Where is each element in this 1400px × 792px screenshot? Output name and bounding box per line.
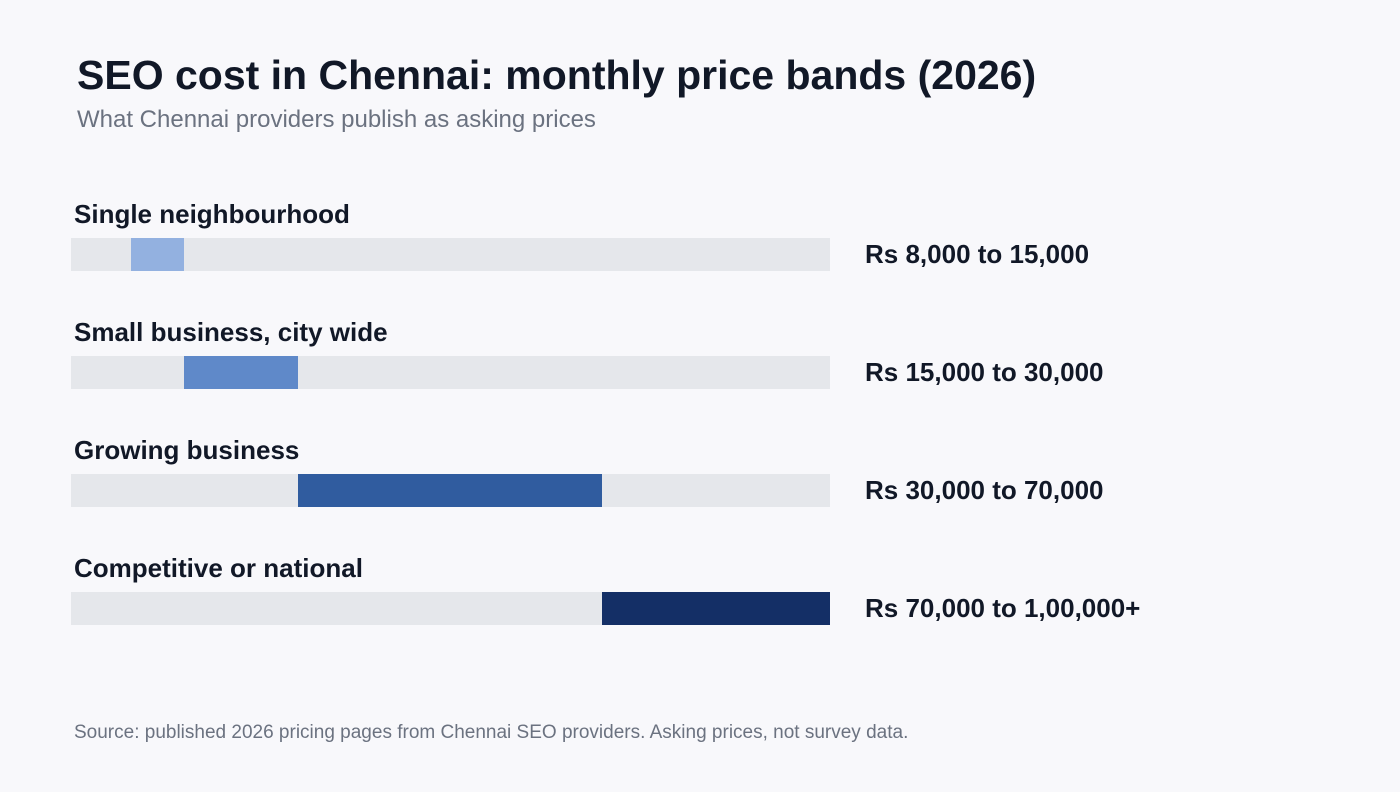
- price-range-label: Rs 70,000 to 1,00,000+: [865, 593, 1141, 623]
- price-band-bar: [602, 592, 830, 625]
- chart-subtitle: What Chennai providers publish as asking…: [77, 106, 596, 133]
- category-label: Growing business: [74, 435, 300, 465]
- range-track: [71, 592, 830, 625]
- price-range-label: Rs 30,000 to 70,000: [865, 475, 1104, 505]
- range-row: Single neighbourhood Rs 8,000 to 15,000: [0, 199, 1400, 299]
- range-track: [71, 238, 830, 271]
- chart-title: SEO cost in Chennai: monthly price bands…: [77, 52, 1037, 98]
- price-band-bar: [131, 238, 184, 271]
- range-track: [71, 474, 830, 507]
- range-row: Small business, city wide Rs 15,000 to 30…: [0, 317, 1400, 417]
- range-track: [71, 356, 830, 389]
- category-label: Small business, city wide: [74, 317, 388, 347]
- price-band-bar: [298, 474, 602, 507]
- range-row: Competitive or national Rs 70,000 to 1,00…: [0, 553, 1400, 653]
- source-note: Source: published 2026 pricing pages fro…: [74, 722, 909, 743]
- category-label: Single neighbourhood: [74, 199, 350, 229]
- category-label: Competitive or national: [74, 553, 363, 583]
- price-range-label: Rs 8,000 to 15,000: [865, 239, 1090, 269]
- range-row: Growing business Rs 30,000 to 70,000: [0, 435, 1400, 535]
- price-range-label: Rs 15,000 to 30,000: [865, 357, 1104, 387]
- price-band-bar: [184, 356, 298, 389]
